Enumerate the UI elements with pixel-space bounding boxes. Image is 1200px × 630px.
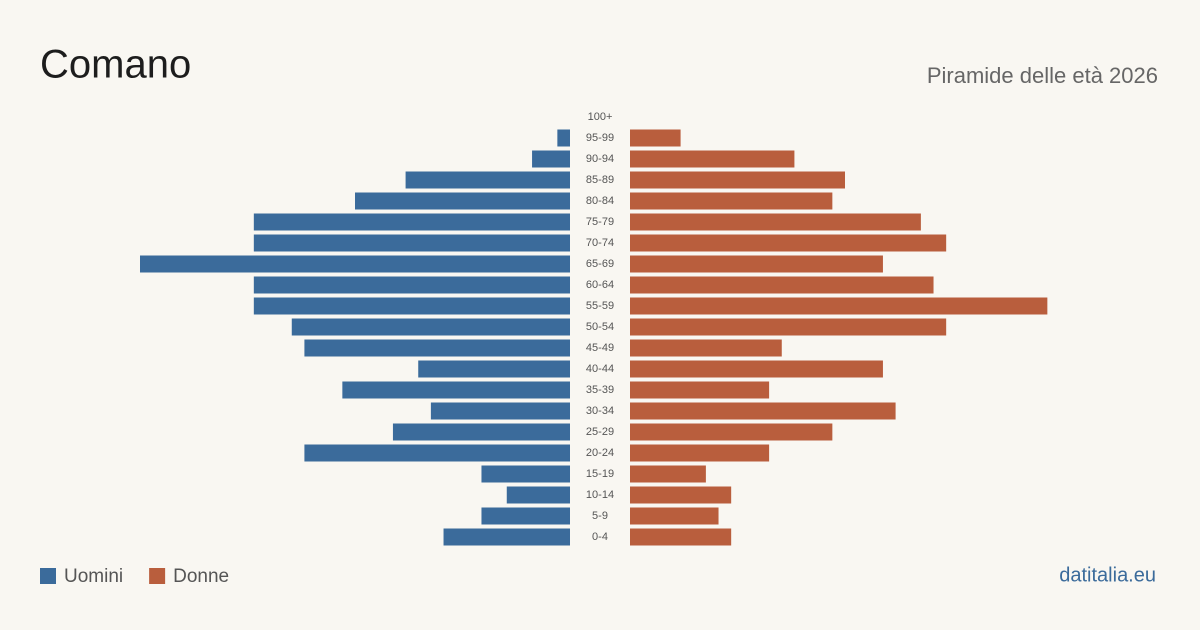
age-label: 25-29 — [586, 426, 614, 438]
bar — [506, 486, 570, 504]
age-label: 45-49 — [586, 342, 614, 354]
bar — [253, 213, 570, 231]
bar — [630, 297, 1048, 315]
age-label: 100+ — [588, 111, 613, 123]
bar — [532, 150, 570, 168]
legend-label: Uomini — [64, 566, 123, 587]
age-label: 55-59 — [586, 300, 614, 312]
bar — [140, 255, 570, 273]
bar — [443, 528, 570, 546]
bar — [630, 234, 947, 252]
age-label: 75-79 — [586, 216, 614, 228]
bar — [630, 213, 921, 231]
legend-swatch — [40, 568, 56, 584]
age-label: 95-99 — [586, 132, 614, 144]
bar — [392, 423, 570, 441]
age-label: 40-44 — [586, 363, 614, 375]
bar — [304, 339, 570, 357]
age-label: 60-64 — [586, 279, 614, 291]
age-label: 0-4 — [592, 531, 608, 543]
bar — [630, 507, 719, 525]
bar — [630, 444, 770, 462]
bar — [304, 444, 570, 462]
bar — [342, 381, 570, 399]
bar — [630, 192, 833, 210]
bar — [630, 276, 934, 294]
age-label: 80-84 — [586, 195, 614, 207]
chart-subtitle: Piramide delle età 2026 — [927, 63, 1158, 88]
age-label: 10-14 — [586, 489, 614, 501]
bar — [430, 402, 570, 420]
bar — [630, 465, 706, 483]
age-label: 30-34 — [586, 405, 614, 417]
bar — [630, 360, 883, 378]
legend-label: Donne — [173, 566, 229, 587]
legend-swatch — [149, 568, 166, 584]
age-label: 5-9 — [592, 510, 608, 522]
bar — [630, 486, 732, 504]
bar — [630, 171, 845, 189]
age-label: 15-19 — [586, 468, 614, 480]
bar — [481, 507, 570, 525]
bar — [253, 234, 570, 252]
bar — [630, 423, 833, 441]
chart-title: Comano — [40, 43, 191, 87]
bar — [630, 129, 681, 147]
bar — [630, 381, 770, 399]
age-label: 65-69 — [586, 258, 614, 270]
bar — [630, 402, 896, 420]
bar — [557, 129, 570, 147]
age-label: 90-94 — [586, 153, 614, 165]
source: datitalia.eu — [1059, 564, 1156, 586]
bar — [253, 276, 570, 294]
bar — [291, 318, 570, 336]
bar — [355, 192, 570, 210]
age-label: 20-24 — [586, 447, 614, 459]
bar — [630, 528, 732, 546]
bar — [630, 339, 782, 357]
age-label: 50-54 — [586, 321, 614, 333]
bar — [481, 465, 570, 483]
age-label: 85-89 — [586, 174, 614, 186]
age-label: 35-39 — [586, 384, 614, 396]
bar — [630, 150, 795, 168]
bar — [630, 255, 883, 273]
bar — [630, 318, 947, 336]
bar — [418, 360, 570, 378]
bar — [253, 297, 570, 315]
age-label: 70-74 — [586, 237, 614, 249]
bar — [405, 171, 570, 189]
